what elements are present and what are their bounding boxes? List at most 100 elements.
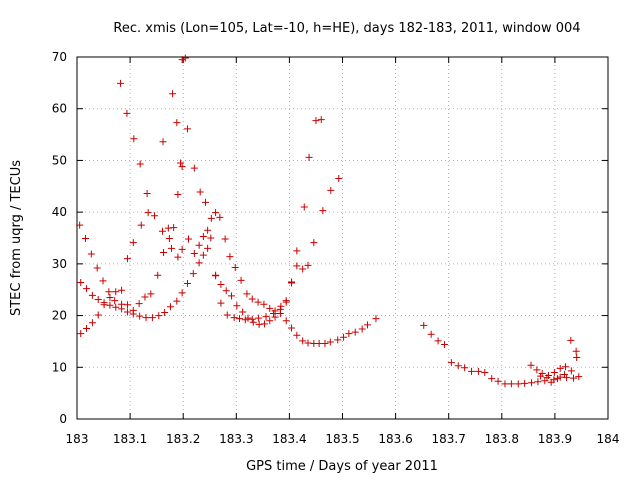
- y-tick-label: 20: [52, 309, 67, 323]
- data-point: [507, 380, 515, 388]
- data-point: [181, 54, 189, 62]
- data-point: [174, 191, 182, 199]
- data-point: [440, 341, 448, 349]
- data-point: [269, 310, 277, 318]
- data-point: [216, 213, 224, 221]
- data-point: [183, 280, 191, 288]
- data-point: [248, 295, 256, 303]
- data-point: [117, 79, 125, 87]
- data-point: [173, 297, 181, 305]
- x-tick-label: 183.1: [113, 432, 147, 446]
- y-tick-label: 60: [52, 102, 67, 116]
- grid-lines: [77, 57, 608, 419]
- data-point: [521, 379, 529, 387]
- data-point: [363, 321, 371, 329]
- data-point: [266, 304, 274, 312]
- data-point: [83, 285, 91, 293]
- data-point: [248, 315, 256, 323]
- x-tick-label: 183.9: [538, 432, 572, 446]
- data-point: [173, 119, 181, 127]
- data-point: [100, 299, 108, 307]
- x-tick-label: 183.8: [485, 432, 519, 446]
- x-tick-label: 183.5: [325, 432, 359, 446]
- data-point: [312, 117, 320, 125]
- data-point: [147, 290, 155, 298]
- data-point: [87, 250, 95, 258]
- data-point: [427, 330, 435, 338]
- data-point: [93, 264, 101, 272]
- data-point: [534, 378, 542, 386]
- data-point: [190, 250, 198, 258]
- data-point: [118, 300, 126, 308]
- data-point: [527, 361, 535, 369]
- data-point: [94, 311, 102, 319]
- data-point: [533, 366, 541, 374]
- data-point: [221, 235, 229, 243]
- data-point: [556, 364, 564, 372]
- data-point: [543, 374, 551, 382]
- data-point: [239, 308, 247, 316]
- data-point: [293, 262, 301, 270]
- data-point: [321, 339, 329, 347]
- data-point: [282, 317, 290, 325]
- data-point: [111, 297, 119, 305]
- data-point: [260, 300, 268, 308]
- data-point: [222, 287, 230, 295]
- data-point: [569, 374, 577, 382]
- data-point: [77, 330, 85, 338]
- data-point: [204, 244, 212, 252]
- data-point: [305, 153, 313, 161]
- data-point: [99, 277, 107, 285]
- y-tick-label: 0: [59, 412, 67, 426]
- data-point: [217, 281, 225, 289]
- data-point: [106, 301, 114, 309]
- data-point: [550, 368, 558, 376]
- y-axis-label: STEC from uqrg / TECUs: [9, 160, 24, 316]
- data-point: [231, 263, 239, 271]
- data-point: [276, 310, 284, 318]
- x-tick-label: 183.7: [432, 432, 466, 446]
- data-point: [166, 303, 174, 311]
- data-point: [212, 209, 220, 217]
- data-point: [372, 315, 380, 323]
- x-tick-label: 183: [66, 432, 89, 446]
- data-point: [461, 364, 469, 372]
- data-point: [217, 299, 225, 307]
- data-point: [573, 353, 581, 361]
- data-point: [178, 163, 186, 171]
- data-point: [142, 314, 150, 322]
- data-point: [185, 235, 193, 243]
- data-point: [190, 164, 198, 172]
- data-point: [178, 289, 186, 297]
- data-point: [144, 209, 152, 217]
- data-point: [160, 248, 168, 256]
- y-axis-tick-labels: 0 10 20 30 40 50 60 70: [52, 50, 67, 426]
- data-point: [207, 234, 215, 242]
- data-point: [572, 347, 580, 355]
- data-point: [199, 232, 207, 240]
- y-tick-label: 50: [52, 153, 67, 167]
- data-point: [135, 300, 143, 308]
- data-point: [310, 239, 318, 247]
- data-point: [447, 359, 455, 367]
- data-point: [317, 116, 325, 124]
- data-point: [254, 298, 262, 306]
- data-point: [567, 336, 575, 344]
- data-points: [76, 54, 583, 388]
- data-point: [202, 198, 210, 206]
- data-point: [562, 363, 570, 371]
- data-point: [177, 159, 185, 167]
- data-point: [174, 253, 182, 261]
- y-tick-label: 70: [52, 50, 67, 64]
- data-point: [151, 212, 159, 220]
- data-point: [266, 317, 274, 325]
- data-point: [230, 314, 238, 322]
- data-point: [204, 226, 212, 234]
- data-point: [474, 367, 482, 375]
- data-point: [170, 224, 178, 232]
- data-point: [514, 380, 522, 388]
- data-point: [83, 325, 91, 332]
- data-point: [420, 321, 428, 329]
- data-point: [299, 337, 307, 345]
